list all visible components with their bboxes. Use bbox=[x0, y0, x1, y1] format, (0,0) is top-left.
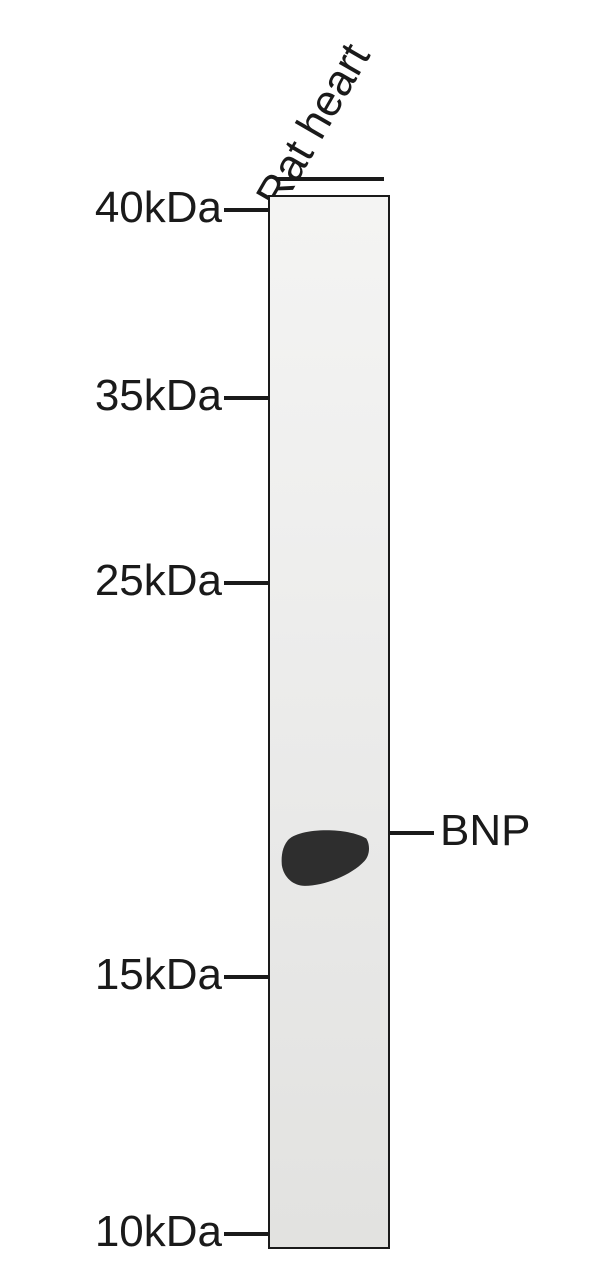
blot-lane bbox=[268, 195, 390, 1249]
marker-tick bbox=[224, 975, 268, 979]
band-annotation-tick bbox=[390, 831, 434, 835]
marker-label: 15kDa bbox=[95, 950, 222, 1000]
marker-label: 10kDa bbox=[95, 1207, 222, 1257]
marker-tick bbox=[224, 208, 268, 212]
lane-label: Rat heart bbox=[247, 35, 381, 217]
marker-tick bbox=[224, 581, 268, 585]
protein-band-path bbox=[282, 830, 369, 886]
protein-band bbox=[278, 820, 374, 892]
blot-lane-bg bbox=[268, 195, 390, 1249]
marker-label: 35kDa bbox=[95, 371, 222, 421]
marker-tick bbox=[224, 1232, 268, 1236]
marker-tick bbox=[224, 396, 268, 400]
marker-label: 25kDa bbox=[95, 556, 222, 606]
western-blot-figure: Rat heart 40kDa 35kDa 25kDa 15kDa 10kDa BNP bbox=[0, 0, 600, 1280]
marker-label: 40kDa bbox=[95, 183, 222, 233]
band-annotation-label: BNP bbox=[440, 806, 530, 856]
